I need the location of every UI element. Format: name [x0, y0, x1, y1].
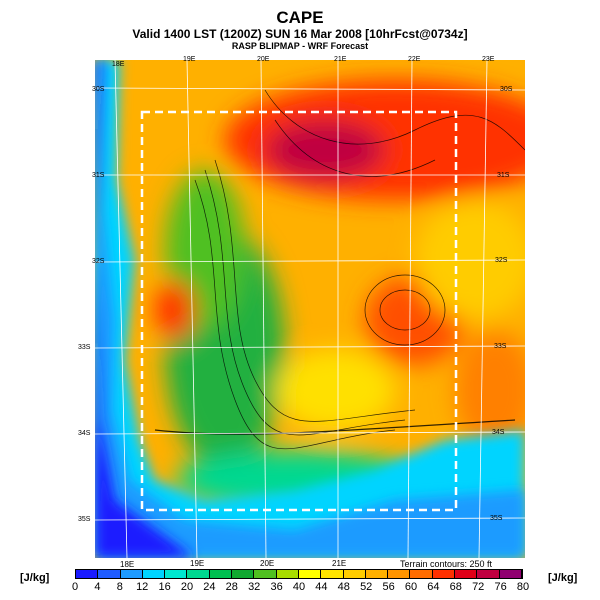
colorbar-swatch — [209, 570, 233, 578]
lat-label-left: 30S — [92, 86, 105, 93]
colorbar-tick-label: 48 — [337, 581, 350, 593]
colorbar-tick-label: 76 — [494, 581, 507, 593]
colorbar-swatch — [499, 570, 522, 578]
lon-label-top: 23E — [482, 56, 495, 63]
source-line: RASP BLIPMAP - WRF Forecast — [231, 41, 369, 51]
colorbar-swatch — [232, 570, 255, 578]
lon-label-top: 21E — [334, 56, 347, 63]
colorbar-swatch — [98, 570, 121, 578]
lat-label-left: 31S — [92, 172, 105, 179]
lat-label-right: 30S — [500, 86, 513, 93]
colorbar-swatch — [388, 570, 411, 578]
lat-label-left: 35S — [78, 516, 91, 523]
colorbar-tick-label: 64 — [427, 581, 440, 593]
colorbar-tick-label: 28 — [225, 581, 238, 593]
map-title: CAPE — [276, 8, 324, 27]
lon-label-top: 18E — [112, 61, 125, 68]
colorbar-tick-label: 32 — [248, 581, 261, 593]
colorbar-tick-label: 24 — [203, 581, 216, 593]
lat-label-right: 33S — [494, 343, 507, 350]
colorbar-swatch — [276, 570, 299, 578]
colorbar-swatch — [365, 570, 389, 578]
colorbar-swatch — [343, 570, 366, 578]
colorbar-swatch — [477, 570, 500, 578]
lon-label-top: 19E — [183, 56, 196, 63]
lat-label-left: 33S — [78, 344, 91, 351]
colorbar-swatch — [455, 570, 478, 578]
lat-label-right: 34S — [492, 429, 505, 436]
colorbar-unit-left: [J/kg] — [20, 572, 50, 584]
colorbar-swatch — [254, 570, 277, 578]
cape-field-map — [95, 60, 525, 558]
valid-time-line: Valid 1400 LST (1200Z) SUN 16 Mar 2008 [… — [132, 27, 468, 41]
colorbar-swatch — [165, 570, 188, 578]
colorbar-tick-label: 44 — [315, 581, 328, 593]
colorbar-tick-label: 68 — [449, 581, 462, 593]
colorbar-tick-label: 8 — [116, 581, 123, 593]
colorbar-swatch — [321, 570, 344, 578]
colorbar-tick-label: 20 — [180, 581, 194, 593]
colorbar — [75, 569, 523, 579]
lat-label-right: 31S — [497, 172, 510, 179]
colorbar-swatch — [187, 570, 210, 578]
colorbar-tick-label: 80 — [516, 581, 530, 593]
lon-label-top: 22E — [408, 56, 421, 63]
lon-label-bottom: 21E — [332, 559, 347, 568]
colorbar-swatch — [410, 570, 433, 578]
colorbar-tick-label: 0 — [71, 581, 79, 593]
colorbar-swatch — [298, 570, 322, 578]
colorbar-tick-label: 16 — [158, 581, 171, 593]
lat-label-right: 35S — [490, 515, 503, 522]
colorbar-swatch — [142, 570, 166, 578]
colorbar-tick-label: 36 — [270, 581, 283, 593]
colorbar-tick-label: 4 — [94, 581, 101, 593]
colorbar-unit-right: [J/kg] — [548, 572, 578, 584]
terrain-contours-note: Terrain contours: 250 ft — [400, 559, 493, 569]
lon-label-top: 20E — [257, 56, 270, 63]
colorbar-tick-label: 12 — [136, 581, 149, 593]
lat-label-right: 32S — [495, 257, 508, 264]
lon-label-bottom: 18E — [120, 560, 135, 569]
colorbar-tick-label: 72 — [472, 581, 485, 593]
colorbar-tick-label: 56 — [382, 581, 395, 593]
lon-label-bottom: 19E — [190, 559, 205, 568]
colorbar-tick-label: 40 — [292, 581, 306, 593]
colorbar-swatch — [432, 570, 456, 578]
lon-label-bottom: 20E — [260, 559, 275, 568]
lat-label-left: 34S — [78, 430, 91, 437]
colorbar-swatch — [120, 570, 143, 578]
colorbar-tick-label: 52 — [360, 581, 373, 593]
colorbar-swatch — [76, 570, 99, 578]
colorbar-tick-label: 60 — [404, 581, 418, 593]
lat-label-left: 32S — [92, 258, 105, 265]
